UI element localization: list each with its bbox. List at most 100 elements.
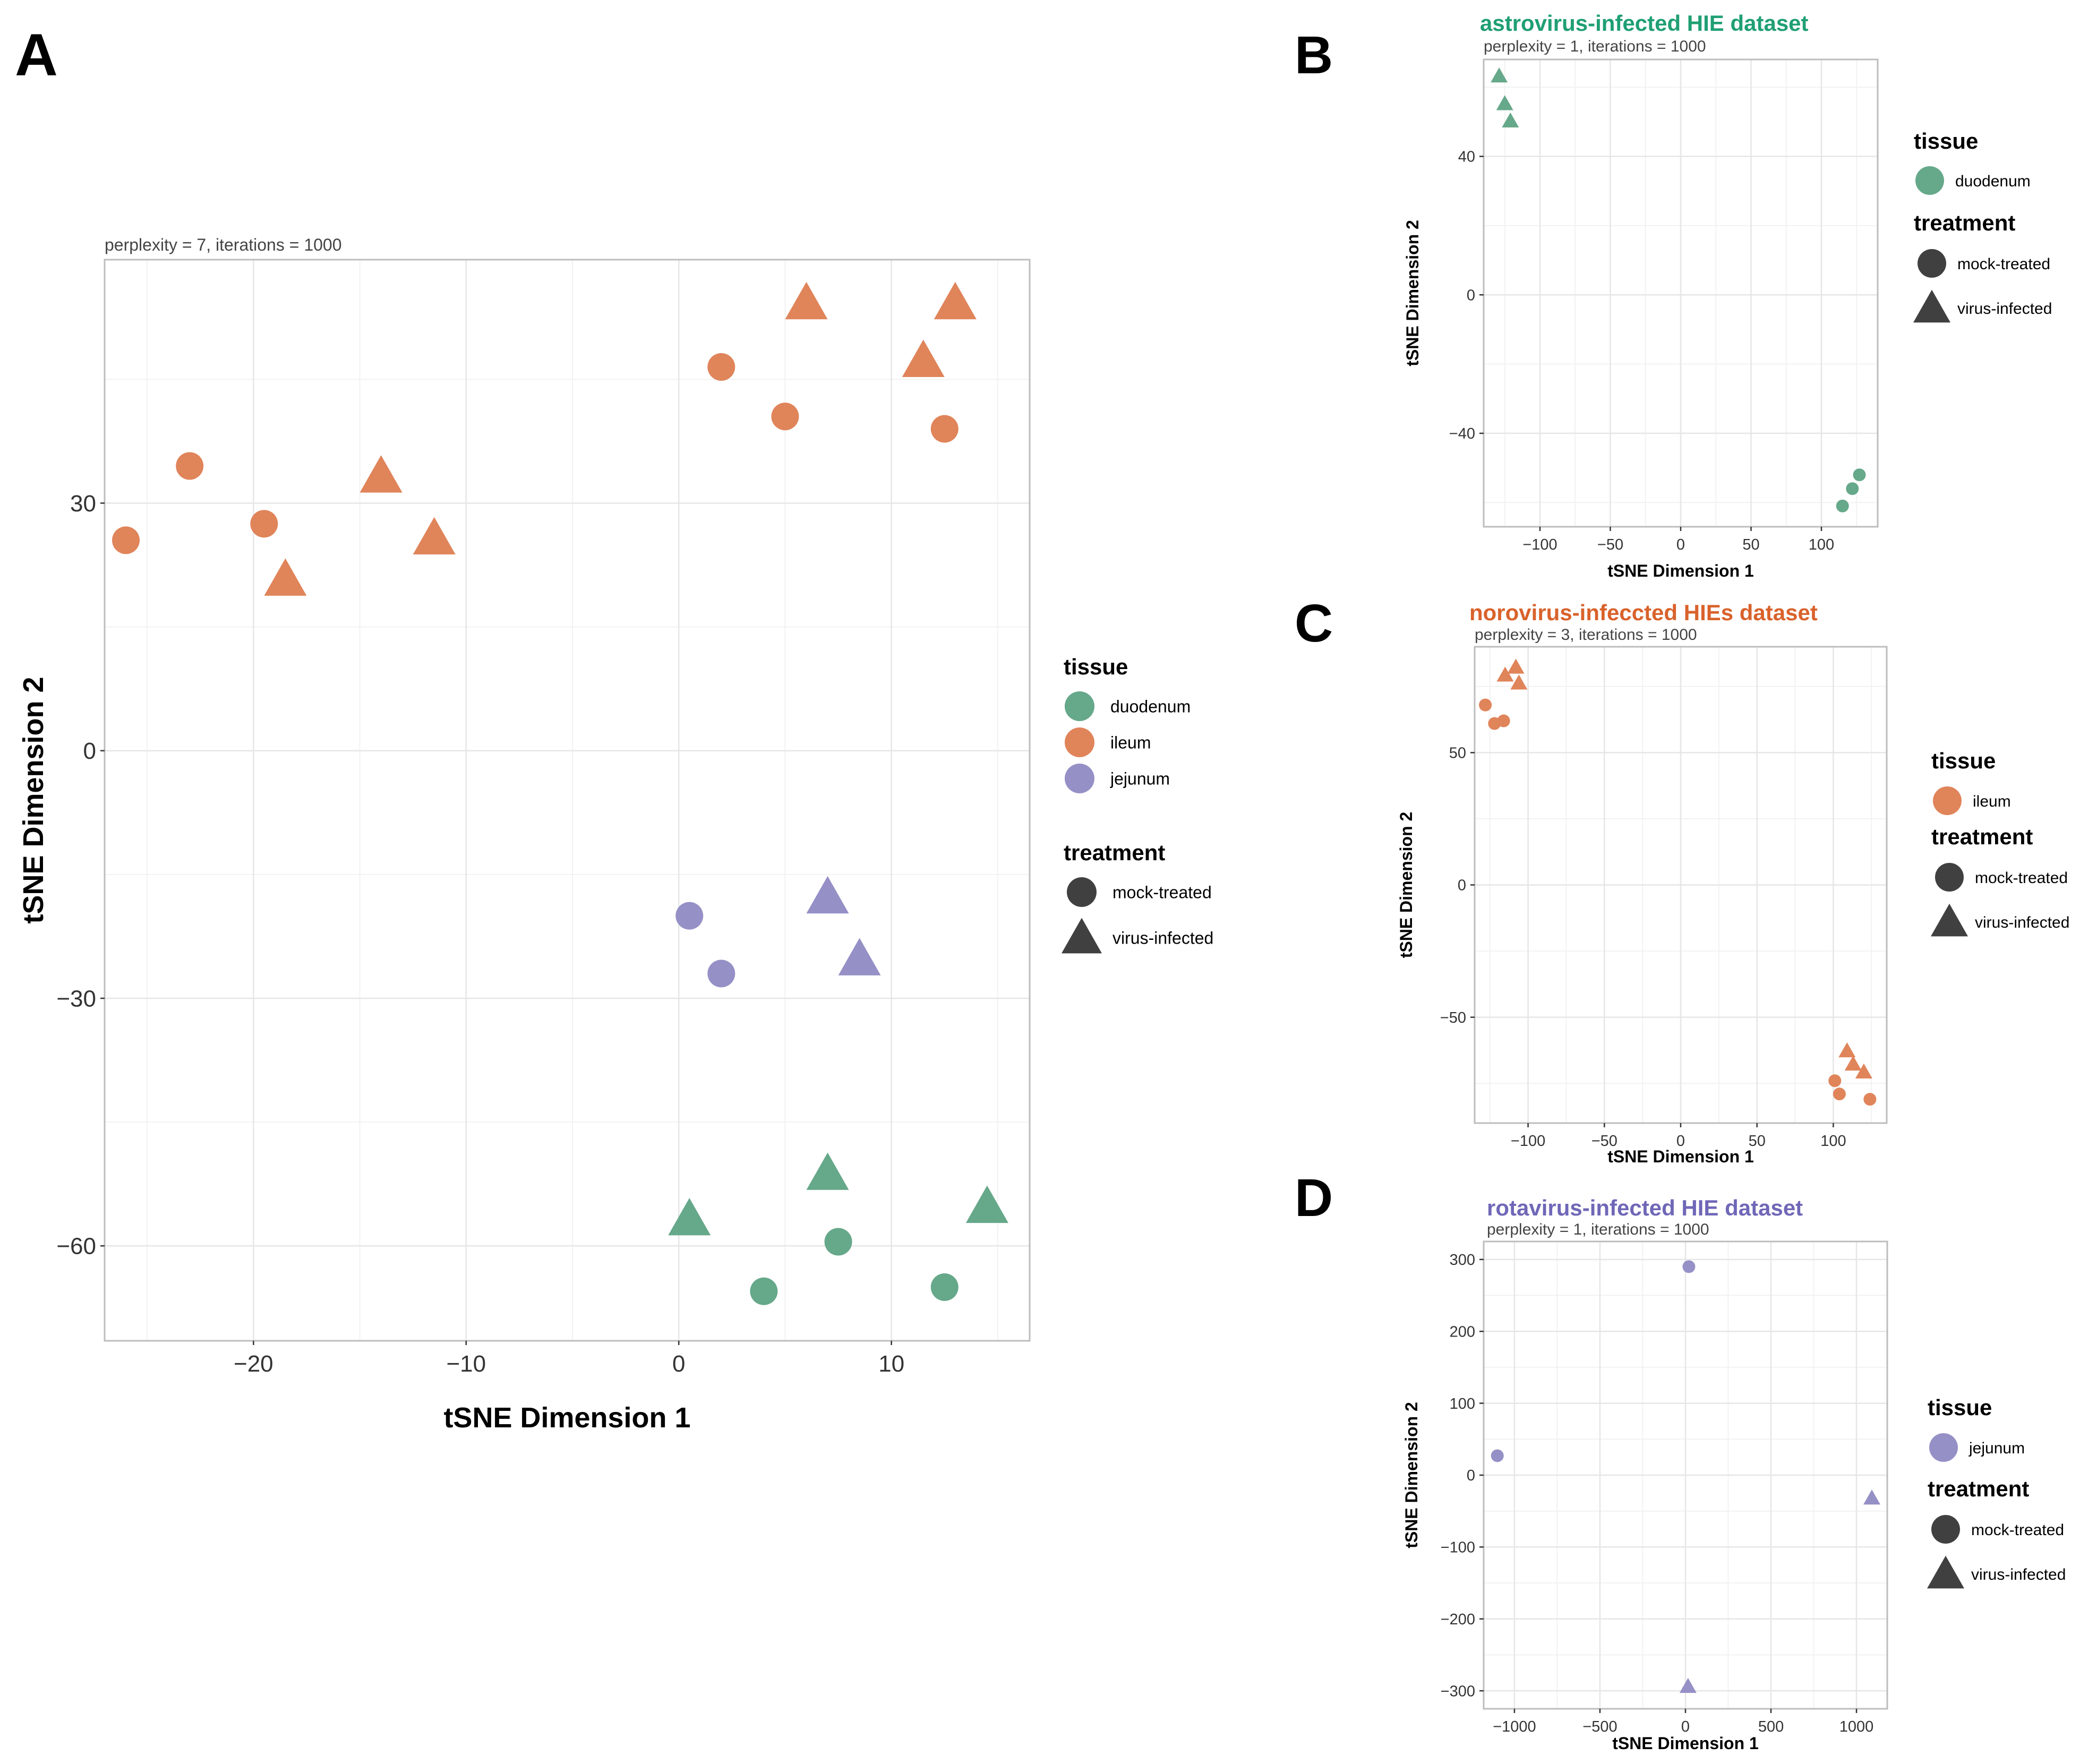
data-point-circle [707, 353, 735, 381]
legend-title-treatment: treatment [1914, 210, 2015, 235]
legend-title-treatment: treatment [1928, 1476, 2029, 1501]
legend-label-duodenum: duodenum [1955, 173, 2031, 190]
y-tick-label: 0 [1467, 1467, 1475, 1484]
x-tick-label: −100 [1511, 1133, 1545, 1150]
data-point-triangle [1496, 95, 1513, 110]
x-tick-label: −500 [1582, 1718, 1617, 1735]
data-point-triangle [965, 1185, 1008, 1223]
legend-a: tissue duodenum ileum jejunum treatment mock-… [1062, 654, 1213, 954]
data-point-triangle [785, 281, 828, 320]
ticks-b: −100 −50 0 50 100 −40 0 40 [1449, 149, 1834, 553]
legend-title-tissue: tissue [1931, 748, 1996, 773]
x-axis-label-c: tSNE Dimension 1 [1607, 1147, 1754, 1166]
x-tick-label: 0 [1676, 536, 1685, 553]
x-axis-label-d: tSNE Dimension 1 [1612, 1734, 1759, 1753]
x-axis-label-a: tSNE Dimension 1 [443, 1402, 690, 1434]
plot-area-a [105, 260, 1030, 1341]
legend-label-mock-treated: mock-treated [1957, 255, 2050, 273]
legend-swatch-triangle [1927, 1555, 1964, 1589]
data-point-circle [1836, 499, 1849, 512]
legend-swatch-duodenum [1065, 691, 1094, 721]
data-point-triangle [806, 1152, 849, 1190]
chart-title-c: norovirus-infeccted HIEs dataset [1469, 600, 1818, 625]
legend-label-virus-infected: virus-infected [1957, 300, 2052, 318]
legend-label-virus-infected: virus-infected [1112, 929, 1213, 948]
y-tick-label: 300 [1450, 1252, 1475, 1269]
panel-label-a: A [15, 22, 58, 88]
x-tick-label: 100 [1820, 1133, 1846, 1150]
y-axis-label-a: tSNE Dimension 2 [18, 677, 49, 923]
chart-subtitle-b: perplexity = 1, iterations = 1000 [1484, 38, 1706, 55]
data-point-circle [824, 1228, 852, 1256]
y-tick-label: −100 [1441, 1539, 1475, 1556]
legend-title-treatment: treatment [1931, 824, 2033, 849]
x-tick-label: −50 [1591, 1133, 1617, 1150]
grid-a [105, 260, 1030, 1341]
legend-label-jejunum: jejunum [1968, 1440, 2025, 1457]
legend-label-jejunum: jejunum [1110, 769, 1170, 789]
data-point-triangle [413, 517, 456, 555]
x-tick-label: 10 [878, 1351, 904, 1377]
ticks-a: −20 −10 0 10 −60 −30 0 30 [56, 491, 904, 1377]
y-axis-label-c: tSNE Dimension 2 [1397, 812, 1416, 958]
x-tick-label: 0 [1681, 1718, 1690, 1735]
legend-swatch-jejunum [1929, 1433, 1958, 1462]
legend-label-ileum: ileum [1110, 733, 1151, 752]
data-point-triangle [838, 938, 881, 975]
data-point-triangle [1838, 1042, 1856, 1058]
data-point-triangle [1507, 658, 1525, 674]
y-tick-label: 0 [1467, 287, 1475, 304]
legend-label-mock-treated: mock-treated [1975, 869, 2068, 887]
data-point-circle [1682, 1260, 1696, 1273]
data-point-circle [930, 1273, 958, 1301]
data-point-triangle [902, 339, 945, 378]
y-tick-label: 100 [1450, 1395, 1475, 1412]
data-point-triangle [1491, 67, 1508, 83]
points-d [1491, 1260, 1881, 1693]
legend-c: tissue ileum treatment mock-treated virus-in… [1931, 748, 2069, 937]
points-a [112, 281, 1008, 1305]
legend-title-treatment: treatment [1064, 840, 1165, 865]
legend-swatch-circle [1931, 1515, 1960, 1544]
data-point-triangle [806, 876, 849, 914]
data-point-triangle [1844, 1055, 1862, 1071]
data-point-triangle [668, 1197, 711, 1236]
data-point-circle [771, 403, 799, 431]
y-tick-label: 50 [1449, 744, 1466, 761]
legend-label-mock-treated: mock-treated [1971, 1521, 2064, 1539]
chart-title-b: astrovirus-infected HIE dataset [1480, 11, 1809, 36]
legend-swatch-triangle [1931, 903, 1968, 937]
panel-label-b: B [1295, 25, 1333, 85]
data-point-circle [1833, 1087, 1846, 1101]
legend-d: tissue jejunum treatment mock-treated virus-… [1927, 1395, 2066, 1589]
points-c [1479, 658, 1877, 1106]
y-tick-label: −30 [56, 986, 96, 1012]
legend-label-virus-infected: virus-infected [1975, 914, 2069, 931]
panel-label-c: C [1295, 594, 1333, 653]
y-tick-label: 200 [1450, 1323, 1475, 1340]
grid-b [1484, 59, 1878, 527]
legend-label-virus-infected: virus-infected [1971, 1566, 2066, 1583]
x-tick-label: −100 [1522, 536, 1557, 553]
points-b [1491, 67, 1866, 512]
y-axis-label-d: tSNE Dimension 2 [1402, 1402, 1421, 1548]
data-point-triangle [1863, 1489, 1881, 1505]
y-tick-label: −50 [1440, 1009, 1466, 1026]
y-tick-label: −300 [1441, 1683, 1475, 1700]
data-point-circle [1863, 1093, 1877, 1106]
data-point-circle [750, 1277, 778, 1305]
x-tick-label: 100 [1809, 536, 1834, 553]
chart-subtitle-d: perplexity = 1, iterations = 1000 [1487, 1221, 1709, 1238]
x-tick-label: −50 [1597, 536, 1623, 553]
y-axis-label-b: tSNE Dimension 2 [1403, 220, 1422, 366]
data-point-triangle [360, 455, 403, 493]
y-tick-label: 0 [83, 738, 96, 764]
legend-swatch-circle [1918, 249, 1946, 278]
legend-label-mock-treated: mock-treated [1112, 883, 1212, 902]
x-tick-label: −20 [234, 1351, 273, 1377]
